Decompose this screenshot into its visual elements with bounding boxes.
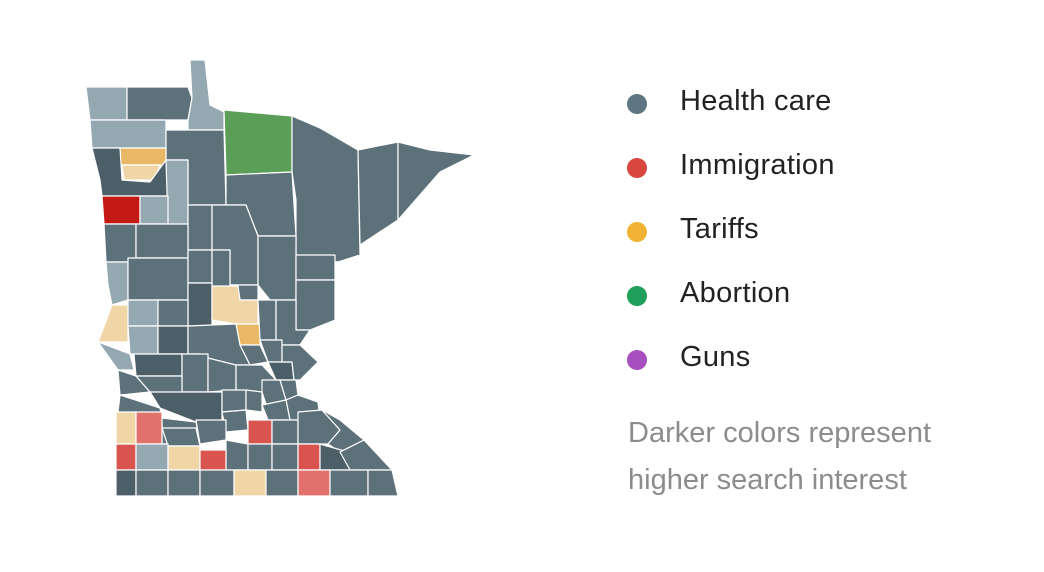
county-wadena: [187, 249, 213, 284]
county-norman: [101, 195, 141, 225]
county-otter-tail: [127, 257, 189, 301]
county-mower: [297, 469, 331, 497]
legend-label: Immigration: [680, 149, 835, 181]
legend-label: Guns: [680, 341, 751, 373]
legend-item-guns: Guns: [626, 334, 1026, 398]
county-aitkin: [257, 235, 297, 301]
legend-label: Abortion: [680, 277, 791, 309]
county-cook: [397, 141, 475, 221]
note-line-2: higher search interest: [628, 464, 907, 496]
legend-label: Health care: [680, 85, 832, 117]
county-becker: [135, 223, 189, 259]
county-pine: [295, 279, 336, 331]
county-lyon: [135, 411, 163, 445]
health-care-dot-icon: [627, 94, 647, 114]
county-swift: [133, 353, 183, 377]
county-mcleod: [221, 389, 247, 413]
color-intensity-note: Darker colors represent higher search in…: [628, 410, 1028, 504]
county-traverse: [97, 304, 129, 343]
county-dodge: [297, 443, 321, 471]
county-clay: [103, 223, 137, 263]
county-lake-of-the-woods: [187, 59, 225, 131]
county-wilkin: [105, 261, 129, 306]
county-douglas: [157, 299, 189, 327]
county-kandiyohi: [181, 353, 209, 393]
legend: Health care Immigration Tariffs Abortion…: [626, 78, 1026, 398]
legend-item-immigration: Immigration: [626, 142, 1026, 206]
county-watonwan: [199, 449, 227, 471]
county-brown: [161, 427, 201, 447]
county-carver: [245, 389, 263, 413]
county-grant: [127, 299, 159, 327]
legend-label: Tariffs: [680, 213, 759, 245]
county-big-stone: [97, 341, 135, 371]
county-pipestone: [115, 443, 137, 471]
county-houston: [367, 469, 399, 497]
county-washington: [281, 344, 319, 381]
county-todd: [187, 282, 213, 327]
county-freeborn: [265, 469, 299, 497]
county-le-sueur: [247, 419, 273, 445]
county-clearwater: [165, 159, 189, 226]
county-jackson: [167, 469, 201, 497]
county-murray: [135, 443, 169, 471]
county-faribault: [233, 469, 267, 497]
county-lincoln: [115, 411, 137, 445]
county-lake: [357, 141, 399, 246]
immigration-dot-icon: [627, 158, 647, 178]
county-fillmore: [329, 469, 369, 497]
county-roseau: [126, 86, 193, 121]
guns-dot-icon: [627, 350, 647, 370]
county-mahnomen: [139, 195, 169, 225]
minnesota-county-map: [85, 59, 475, 497]
county-st-louis: [291, 115, 361, 263]
county-steele: [271, 443, 299, 471]
county-cottonwood: [167, 445, 201, 471]
county-nobles: [135, 469, 169, 497]
county-martin: [199, 469, 235, 497]
county-koochiching: [223, 109, 293, 176]
county-rock: [115, 469, 137, 497]
county-blue-earth: [225, 439, 249, 471]
legend-item-tariffs: Tariffs: [626, 206, 1026, 270]
note-line-1: Darker colors represent: [628, 417, 931, 449]
county-pennington: [119, 147, 167, 166]
tariffs-dot-icon: [627, 222, 647, 242]
county-carlton: [295, 254, 336, 281]
legend-item-abortion: Abortion: [626, 270, 1026, 334]
abortion-dot-icon: [627, 286, 647, 306]
legend-item-health-care: Health care: [626, 78, 1026, 142]
county-hubbard: [187, 204, 213, 251]
county-rice: [271, 419, 299, 445]
county-stevens: [127, 325, 159, 355]
county-marshall: [89, 119, 167, 149]
county-nicollet: [195, 419, 227, 445]
county-pope: [157, 325, 189, 355]
county-kanabec: [257, 299, 277, 341]
county-waseca: [247, 443, 273, 471]
county-kittson: [85, 86, 128, 121]
